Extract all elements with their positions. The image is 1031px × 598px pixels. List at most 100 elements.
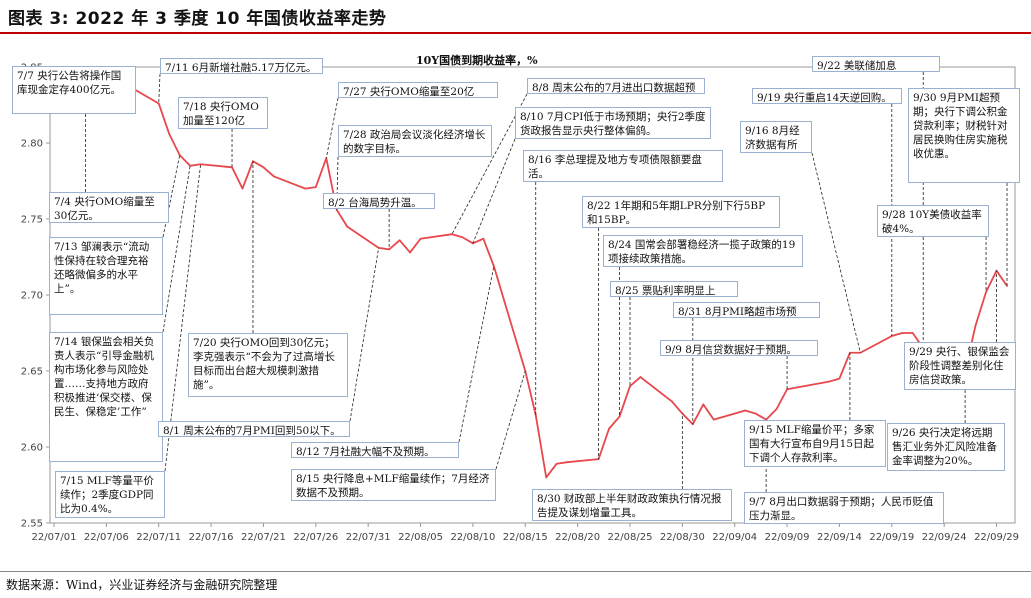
- y-tick-label: 2.65: [21, 367, 43, 378]
- yield-data-point: [712, 418, 715, 421]
- x-tick-label: 22/08/20: [555, 532, 600, 543]
- yield-data-point: [231, 166, 233, 169]
- annotation-leader-line: [162, 165, 191, 333]
- yield-data-point: [754, 412, 757, 415]
- event-annotation: 7/11 6月新增社融5.17万亿元。: [160, 58, 323, 74]
- yield-data-point: [451, 233, 453, 236]
- x-tick-label: 22/09/04: [712, 532, 757, 543]
- event-annotation: 7/28 政治局会议淡化经济增长的数字目标。: [338, 125, 492, 157]
- event-annotation: 8/22 1年期和5年期LPR分别下行5BP和15BP。: [582, 196, 780, 228]
- event-annotation: 8/15 央行降息+MLF缩量续作；7月经济数据不及预期。: [291, 469, 496, 501]
- event-annotation: 7/13 邹澜表示“流动性保持在较合理充裕还略微偏多的水平上”。: [49, 237, 163, 315]
- y-tick-label: 2.80: [21, 139, 43, 150]
- x-tick-label: 22/09/24: [922, 532, 967, 543]
- yield-data-point: [744, 409, 747, 412]
- event-annotation: 9/19 央行重启14天逆回购。: [752, 88, 902, 104]
- yield-data-point: [199, 163, 202, 166]
- x-tick-label: 22/08/10: [450, 532, 495, 543]
- y-tick-label: 2.60: [21, 443, 43, 454]
- event-annotation: 8/12 7月社融大幅不及预期。: [291, 442, 459, 458]
- x-tick-label: 22/09/14: [817, 532, 862, 543]
- event-annotation: 9/28 10Y美债收益率破4%。: [877, 205, 989, 237]
- annotation-leader-line: [458, 266, 495, 443]
- event-annotation: 7/14 银保监会相关负责人表示“引导金融机构市场化参与风险处置……支持地方政府…: [49, 332, 163, 462]
- event-annotation: 9/7 8月出口数据弱于预期；人民币贬值压力渐显。: [744, 492, 944, 524]
- footer-rule: [0, 571, 1031, 572]
- yield-data-point: [775, 408, 778, 410]
- x-tick-label: 22/08/05: [398, 532, 443, 543]
- yield-data-point: [482, 237, 485, 240]
- yield-data-point: [241, 187, 244, 190]
- yield-data-point: [901, 332, 904, 334]
- annotation-leader-line: [472, 138, 516, 244]
- yield-data-point: [545, 476, 548, 479]
- annotation-leader-line: [336, 156, 339, 210]
- yield-data-point: [398, 239, 401, 242]
- x-tick-label: 22/07/01: [32, 532, 77, 543]
- yield-data-point: [273, 175, 275, 178]
- x-tick-label: 22/07/26: [293, 532, 338, 543]
- yield-data-point: [618, 415, 621, 418]
- event-annotation: 9/9 8月信贷数据好于预期。: [660, 340, 818, 356]
- x-tick-label: 22/08/25: [608, 532, 653, 543]
- figure-title: 图表 3: 2022 年 3 季度 10 年国债收益率走势: [8, 9, 387, 29]
- yield-data-point: [534, 414, 537, 416]
- x-tick-label: 22/07/31: [346, 532, 391, 543]
- annotation-leader-line: [349, 247, 380, 422]
- event-annotation: 9/16 8月经济数据有所改善。: [740, 121, 812, 153]
- annotation-leader-line: [164, 164, 202, 472]
- event-annotation: 7/20 央行OMO回到30亿元；李克强表示“不会为了过高增长目标而出台超大规模…: [188, 333, 348, 397]
- y-tick-label: 2.70: [21, 291, 43, 302]
- yield-data-point: [304, 187, 307, 190]
- x-tick-label: 22/07/11: [136, 532, 181, 543]
- data-source-note: 数据来源：Wind，兴业证券经济与金融研究院整理: [6, 578, 278, 592]
- yield-data-point: [828, 380, 830, 383]
- yield-data-point: [262, 166, 265, 169]
- x-tick-label: 22/07/16: [189, 532, 234, 543]
- yield-series-line: [53, 81, 1008, 479]
- event-annotation: 9/15 MLF缩量价平；多家国有大行宣布自9月15日起下调个人存款利率。: [744, 420, 886, 467]
- annotation-leader-line: [158, 73, 161, 104]
- x-tick-label: 22/09/09: [765, 532, 810, 543]
- yield-data-point: [168, 132, 171, 135]
- event-annotation: 8/31 8月PMI略超市场预期。: [673, 302, 820, 318]
- event-annotation: 7/7 央行公告将操作国库现金定存400亿元。: [12, 66, 136, 114]
- yield-data-point: [419, 237, 422, 240]
- x-tick-label: 22/09/19: [869, 532, 914, 543]
- yield-data-point: [670, 400, 673, 403]
- yield-data-point: [157, 102, 160, 105]
- event-annotation: 8/25 票贴利率明显上行。: [610, 281, 738, 297]
- yield-data-point: [461, 236, 464, 239]
- event-annotation: 9/26 央行决定将远期售汇业务外汇风险准备金率调整为20%。: [887, 423, 1005, 471]
- yield-data-point: [702, 403, 705, 406]
- yield-data-point: [555, 462, 558, 465]
- event-annotation: 7/15 MLF等量平价续作；2季度GDP同比为0.4%。: [55, 471, 165, 518]
- title-rule: [0, 32, 1031, 34]
- yield-data-point: [314, 186, 317, 188]
- annotation-leader-line: [451, 93, 528, 235]
- x-tick-label: 22/09/29: [974, 532, 1019, 543]
- yield-data-point: [974, 324, 977, 327]
- event-annotation: 7/27 央行OMO缩量至20亿元。: [338, 82, 498, 98]
- x-tick-label: 22/07/21: [241, 532, 286, 543]
- event-annotation: 8/24 国常会部署稳经济一揽子政策的19项接续政策措施。: [603, 235, 803, 267]
- x-tick-label: 22/07/06: [84, 532, 129, 543]
- x-tick-label: 22/08/30: [660, 532, 705, 543]
- yield-data-point: [786, 388, 788, 391]
- event-annotation: 8/2 台海局势升温。: [323, 193, 435, 209]
- annotation-leader-line: [325, 97, 339, 159]
- annotation-leader-line: [495, 370, 526, 470]
- event-annotation: 8/30 财政部上半年财政政策执行情况报告提及谋划增量工具。: [532, 489, 732, 521]
- yield-data-point: [629, 385, 631, 388]
- event-annotation: 9/30 9月PMI超预期；央行下调公积金贷款利率；财税针对居民换购住房实施税收…: [908, 88, 1020, 183]
- yield-data-point: [409, 251, 411, 254]
- yield-data-point: [346, 225, 349, 228]
- event-annotation: 9/29 央行、银保监会阶段性调整差别化住房信贷政策。: [904, 342, 1016, 390]
- event-annotation: 9/22 美联储加息75BP。: [812, 56, 940, 72]
- yield-data-point: [566, 461, 569, 464]
- yield-data-point: [639, 376, 642, 378]
- annotation-leader-line: [811, 152, 861, 353]
- event-annotation: 7/18 央行OMO加量至120亿元。: [178, 97, 268, 129]
- yield-data-point: [492, 265, 495, 268]
- yield-data-point: [985, 291, 987, 293]
